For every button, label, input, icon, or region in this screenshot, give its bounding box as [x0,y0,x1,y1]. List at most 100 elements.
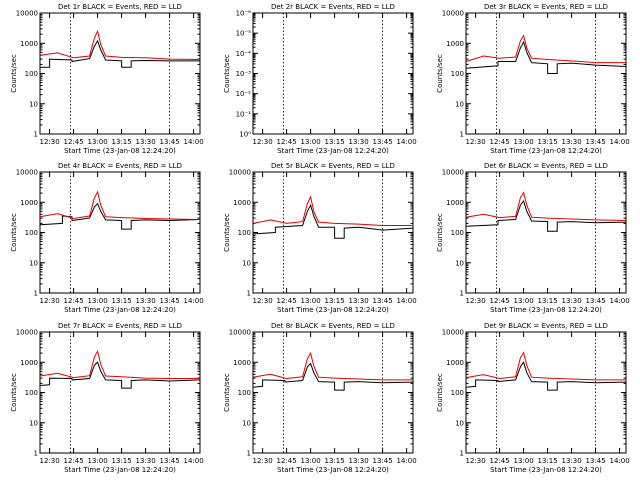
y-tick-label: 10 [455,259,464,267]
x-tick-label: 13:30 [349,297,369,305]
x-tick-label: 13:15 [538,138,558,146]
x-tick-label: 13:30 [562,138,582,146]
x-tick-label: 12:45 [277,457,297,465]
x-tick-label: 13:00 [88,297,108,305]
x-tick-label: 13:45 [373,457,393,465]
x-tick-label: 13:45 [373,138,393,146]
x-tick-label: 13:00 [514,457,534,465]
x-tick-label: 12:45 [277,297,297,305]
y-tick-label: 10000 [16,169,38,177]
x-tick-label: 12:30 [253,457,273,465]
plot-frame [39,12,201,135]
x-tick-label: 12:45 [490,138,510,146]
x-tick-label: 12:45 [64,297,84,305]
x-tick-label: 12:30 [40,297,60,305]
y-axis-label: Counts/sec [10,373,18,412]
x-tick-label: 12:30 [253,138,273,146]
y-tick-label: 1000 [446,40,464,48]
x-axis-label: Start Time (23-Jan-08 12:24:20) [64,466,176,474]
x-axis-label: Start Time (23-Jan-08 12:24:20) [490,466,602,474]
y-tick-label: 100 [451,389,464,397]
y-tick-label: 1000 [233,199,251,207]
x-axis-label: Start Time (23-Jan-08 12:24:20) [64,147,176,155]
x-tick-label: 13:00 [88,457,108,465]
x-tick-label: 12:45 [490,457,510,465]
events-series-line [465,199,627,232]
chart-title: Det 7r BLACK = Events, RED = LLD [58,322,182,330]
x-tick-label: 13:30 [136,138,156,146]
y-axis-label: Counts/sec [223,54,231,93]
y-tick-label: 10000 [16,329,38,337]
x-tick-label: 12:30 [40,138,60,146]
y-axis-label: Counts/sec [223,373,231,412]
chart-panel-1: Det 1r BLACK = Events, RED = LLD 1 10 100 10… [10,3,204,155]
y-tick-label: 10000 [442,169,464,177]
y-tick-label: 1000 [446,199,464,207]
x-tick-label: 13:00 [301,138,321,146]
events-series-line [465,40,627,74]
plot-frame [252,171,414,294]
y-tick-label: 10 [29,259,38,267]
x-tick-label: 13:00 [514,138,534,146]
lld-series-line [465,351,626,381]
x-axis-label: Start Time (23-Jan-08 12:24:20) [490,306,602,314]
y-tick-label: 10000 [442,329,464,337]
lld-series-line [39,29,201,60]
chart-title: Det 9r BLACK = Events, RED = LLD [484,322,608,330]
x-tick-label: 13:00 [301,297,321,305]
y-tick-label: 100 [25,389,38,397]
y-tick-label: 10⁻² [236,90,252,98]
x-tick-label: 13:15 [325,297,345,305]
x-tick-label: 13:15 [112,457,132,465]
y-axis-label: Counts/sec [223,213,231,252]
y-tick-label: 1 [34,450,38,458]
y-tick-label: 10 [242,259,251,267]
plot-frame [465,331,627,454]
x-axis-label: Start Time (23-Jan-08 12:24:20) [64,306,176,314]
x-tick-label: 14:00 [610,138,630,146]
x-tick-label: 13:00 [88,138,108,146]
chart-title: Det 2r BLACK = Events, RED = LLD [271,3,395,11]
x-tick-label: 13:30 [562,297,582,305]
x-tick-label: 14:00 [184,457,204,465]
x-tick-label: 13:30 [136,297,156,305]
y-tick-label: 1 [34,290,38,298]
events-series-line [252,203,414,239]
chart-panel-9: Det 9r BLACK = Events, RED = LLD 1 10 100 10… [436,322,630,474]
x-tick-label: 13:15 [325,138,345,146]
y-tick-label: 10 [29,100,38,108]
x-tick-label: 14:00 [397,457,417,465]
chart-panel-7: Det 7r BLACK = Events, RED = LLD 1 10 100 10… [10,322,204,474]
x-tick-label: 13:15 [112,138,132,146]
events-series-line [252,362,414,391]
y-tick-label: 10⁻⁴ [236,50,252,58]
chart-title: Det 1r BLACK = Events, RED = LLD [58,3,182,11]
y-tick-label: 1 [247,290,251,298]
x-tick-label: 14:00 [610,297,630,305]
lld-series-line [465,191,627,221]
plot-frame [252,331,414,454]
y-tick-label: 10 [29,419,38,427]
y-tick-label: 100 [238,229,251,237]
x-axis-label: Start Time (23-Jan-08 12:24:20) [277,466,389,474]
y-tick-label: 10000 [229,169,251,177]
y-tick-label: 100 [25,229,38,237]
x-axis-label: Start Time (23-Jan-08 12:24:20) [277,306,389,314]
x-axis-label: Start Time (23-Jan-08 12:24:20) [277,147,389,155]
y-tick-label: 10000 [16,10,38,18]
x-tick-label: 13:15 [325,457,345,465]
x-tick-label: 13:45 [373,297,393,305]
y-tick-label: 1000 [446,359,464,367]
y-tick-label: 10 [242,419,251,427]
x-tick-label: 14:00 [184,297,204,305]
x-tick-label: 12:45 [490,297,510,305]
chart-title: Det 3r BLACK = Events, RED = LLD [484,3,608,11]
lld-series-line [465,34,626,64]
lld-series-line [252,351,413,381]
x-tick-label: 13:30 [349,457,369,465]
y-tick-label: 10⁻³ [236,70,252,78]
x-tick-label: 13:00 [301,457,321,465]
y-tick-label: 10⁻⁶ [236,10,252,18]
plot-frame [39,171,201,294]
